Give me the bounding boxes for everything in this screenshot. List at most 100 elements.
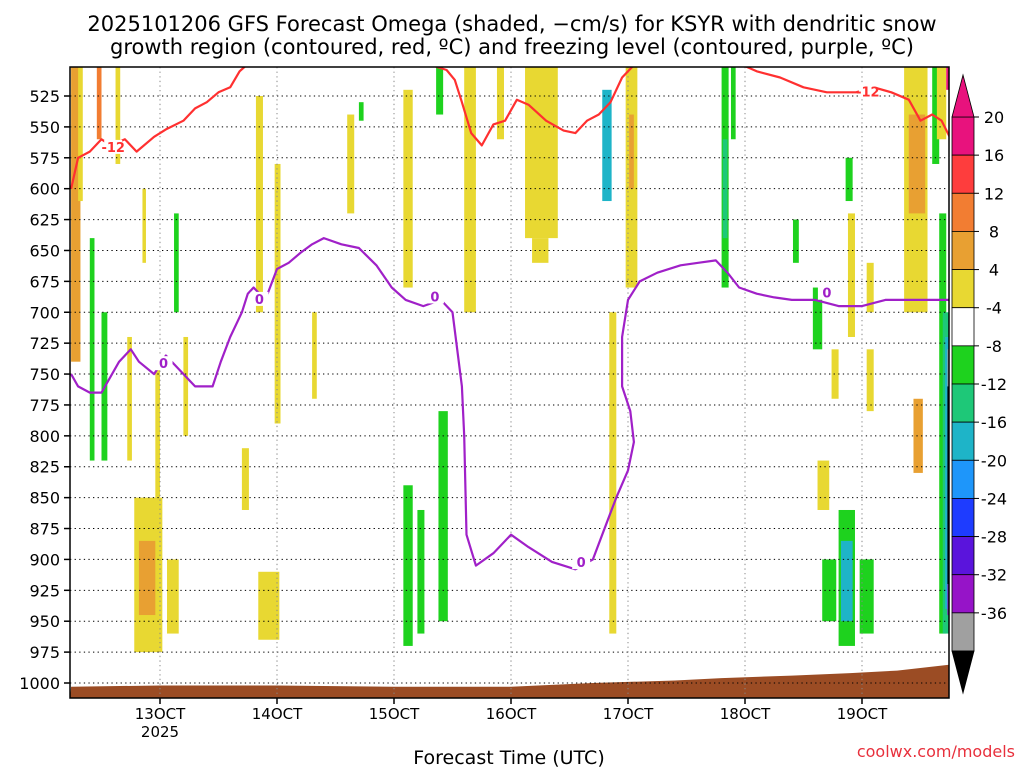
y-tick-label: 950 xyxy=(29,612,60,631)
colorbar-band xyxy=(951,116,975,156)
contour-label: -12 xyxy=(101,141,125,156)
omega-cell xyxy=(138,540,156,616)
omega-cell xyxy=(167,559,179,634)
omega-cell xyxy=(464,67,476,313)
omega-cell xyxy=(947,349,949,387)
y-tick-label: 825 xyxy=(29,458,60,477)
colorbar-label: -20 xyxy=(981,451,1007,470)
colorbar-legend: 20 16 12 8 4 -4 -8 -12 -16 -20 -24 -28 -32 -36 xyxy=(951,73,1007,695)
colorbar-label: -12 xyxy=(981,375,1007,394)
y-tick-label: 800 xyxy=(29,427,60,446)
colorbar-label: -32 xyxy=(981,566,1007,585)
omega-cell xyxy=(274,163,281,424)
colorbar-label: 4 xyxy=(989,261,999,280)
contour-label: 0 xyxy=(822,287,831,302)
y-tick-label: 725 xyxy=(29,334,60,353)
contour-label: -12 xyxy=(856,85,880,100)
colorbar-label: -24 xyxy=(981,489,1007,508)
y-tick-label: 575 xyxy=(29,149,60,168)
contour-label-bg xyxy=(572,555,591,570)
x-tick-label: 16OCT xyxy=(486,705,537,723)
omega-cell xyxy=(403,89,413,288)
colorbar-label: -36 xyxy=(981,604,1007,623)
x-tick-label: 17OCT xyxy=(603,705,654,723)
omega-cell xyxy=(438,411,448,622)
omega-cell xyxy=(847,213,855,337)
colorbar-band xyxy=(951,421,975,461)
omega-cell xyxy=(840,540,853,622)
plot-frame xyxy=(69,66,950,699)
temperature-contours: -12 -12 0 0 0 0 0 xyxy=(70,67,949,571)
x-year-label: 2025 xyxy=(141,723,179,741)
y-tick-label: 525 xyxy=(29,87,60,106)
omega-cell xyxy=(602,89,612,202)
contour-label: 0 xyxy=(577,556,586,571)
colorbar-band xyxy=(951,574,975,614)
colorbar-label: -16 xyxy=(981,413,1007,432)
contour-label-bg xyxy=(250,291,269,306)
omega-cell xyxy=(258,571,280,640)
colorbar-band xyxy=(951,498,975,537)
omega-shading xyxy=(71,67,949,653)
omega-cell xyxy=(71,67,81,362)
omega-cell xyxy=(792,219,799,263)
contour-label: 0 xyxy=(430,290,439,305)
y-tick-label: 925 xyxy=(29,581,60,600)
site-credit[interactable]: coolwx.com/models xyxy=(857,742,1015,761)
omega-cell xyxy=(936,67,947,140)
omega-cell xyxy=(932,67,940,164)
grid-lines xyxy=(70,67,949,698)
chart-title-line-1: 2025101206 GFS Forecast Omega (shaded, −… xyxy=(87,12,936,36)
omega-cell xyxy=(127,336,132,461)
contour-label-bg xyxy=(154,356,173,371)
colorbar-band xyxy=(951,192,975,232)
omega-cell xyxy=(947,386,949,585)
omega-cell xyxy=(241,448,249,510)
y-tick-label: 850 xyxy=(29,489,60,508)
omega-cell xyxy=(78,67,83,202)
omega-cell xyxy=(845,157,853,202)
x-axis-title: Forecast Time (UTC) xyxy=(413,747,604,768)
omega-cell xyxy=(142,188,146,263)
omega-cell xyxy=(831,349,839,399)
x-tick-label: 19OCT xyxy=(837,705,888,723)
contour-label-bg xyxy=(858,84,877,99)
x-tick-label: 14OCT xyxy=(252,705,303,723)
omega-cell xyxy=(609,312,617,634)
omega-cell xyxy=(908,114,926,214)
omega-cell xyxy=(945,336,949,609)
omega-cell xyxy=(436,67,444,115)
freezing-level-line xyxy=(70,237,949,571)
y-tick-label: 650 xyxy=(29,241,60,260)
omega-cell xyxy=(417,509,425,634)
colorbar-band xyxy=(951,383,975,423)
y-tick-label: 975 xyxy=(29,643,60,662)
y-tick-label: 600 xyxy=(29,180,60,199)
x-tick-label: 15OCT xyxy=(369,705,420,723)
omega-cell xyxy=(115,67,121,164)
omega-cell xyxy=(859,559,874,634)
contour-label-bg xyxy=(817,285,836,300)
colorbar-label: 16 xyxy=(984,146,1004,165)
omega-cell xyxy=(946,67,949,90)
colorbar-band xyxy=(951,345,975,385)
omega-cell xyxy=(817,460,830,510)
dgz-contour-line xyxy=(70,67,247,189)
omega-cell xyxy=(312,312,317,399)
omega-cell xyxy=(722,139,728,239)
omega-cell xyxy=(403,485,413,646)
omega-cell xyxy=(89,238,95,461)
colorbar-label: -28 xyxy=(981,528,1007,547)
contour-label-bg xyxy=(425,289,444,304)
terrain-fill xyxy=(70,664,949,698)
omega-cell xyxy=(947,584,949,616)
colorbar-label: -8 xyxy=(986,337,1002,356)
omega-cell xyxy=(866,262,874,313)
omega-cell xyxy=(155,361,160,498)
omega-cell xyxy=(183,336,189,436)
colorbar-band xyxy=(951,231,975,270)
omega-cell xyxy=(174,213,179,313)
y-tick-label: 750 xyxy=(29,365,60,384)
omega-cell xyxy=(347,114,355,214)
contour-label: 0 xyxy=(159,357,168,372)
